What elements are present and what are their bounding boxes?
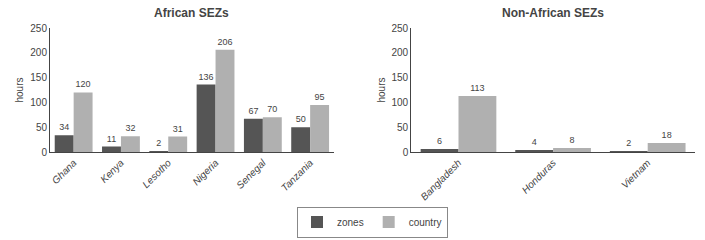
- svg-text:Tanzania: Tanzania: [279, 157, 316, 194]
- svg-text:120: 120: [76, 79, 91, 89]
- svg-text:Bangladesh: Bangladesh: [418, 157, 463, 202]
- svg-text:50: 50: [296, 114, 306, 124]
- svg-text:136: 136: [199, 72, 214, 82]
- svg-text:0: 0: [41, 147, 47, 158]
- svg-text:250: 250: [30, 23, 47, 34]
- svg-text:200: 200: [30, 47, 47, 58]
- svg-text:150: 150: [392, 72, 409, 83]
- svg-text:206: 206: [217, 37, 232, 47]
- svg-text:150: 150: [30, 72, 47, 83]
- svg-text:hours: hours: [14, 77, 25, 102]
- svg-text:Honduras: Honduras: [520, 157, 558, 195]
- svg-text:2: 2: [156, 138, 161, 148]
- svg-text:34: 34: [59, 122, 69, 132]
- svg-text:0: 0: [403, 147, 409, 158]
- svg-text:Non-African SEZs: Non-African SEZs: [502, 6, 604, 20]
- svg-text:100: 100: [30, 97, 47, 108]
- svg-text:Senegal: Senegal: [234, 157, 268, 191]
- svg-text:Ghana: Ghana: [50, 157, 79, 186]
- svg-text:country: country: [409, 217, 442, 228]
- svg-text:31: 31: [173, 124, 183, 134]
- svg-text:Nigeria: Nigeria: [190, 157, 220, 187]
- svg-text:67: 67: [248, 106, 258, 116]
- svg-text:8: 8: [570, 135, 575, 145]
- svg-text:2: 2: [626, 138, 631, 148]
- svg-text:32: 32: [125, 123, 135, 133]
- svg-text:hours: hours: [376, 77, 387, 102]
- svg-text:6: 6: [437, 136, 442, 146]
- svg-text:African SEZs: African SEZs: [154, 6, 229, 20]
- svg-text:zones: zones: [337, 217, 364, 228]
- svg-text:11: 11: [107, 134, 116, 144]
- svg-text:4: 4: [532, 137, 537, 147]
- svg-text:Kenya: Kenya: [98, 157, 126, 185]
- svg-text:50: 50: [397, 122, 409, 133]
- svg-text:95: 95: [315, 92, 325, 102]
- svg-text:100: 100: [392, 97, 409, 108]
- svg-text:50: 50: [36, 122, 48, 133]
- svg-text:Lesotho: Lesotho: [140, 157, 173, 190]
- svg-text:250: 250: [392, 23, 409, 34]
- svg-text:Vietnam: Vietnam: [619, 157, 653, 191]
- svg-text:18: 18: [662, 130, 672, 140]
- svg-text:70: 70: [267, 104, 277, 114]
- svg-text:113: 113: [470, 83, 484, 93]
- svg-text:200: 200: [392, 47, 409, 58]
